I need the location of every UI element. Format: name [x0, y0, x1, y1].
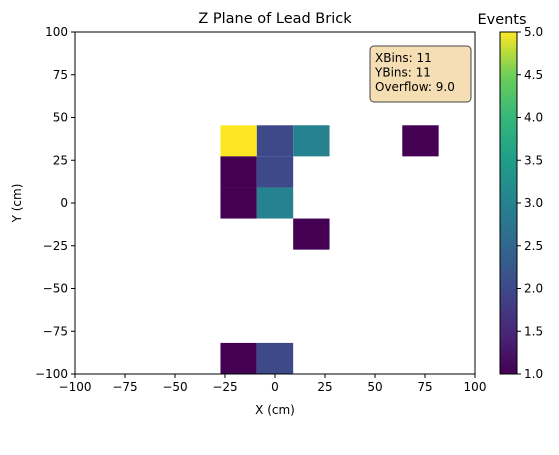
x-tick-label: −75 — [112, 380, 137, 394]
y-tick-label: −25 — [43, 239, 68, 253]
colorbar-tick-label: 3.5 — [524, 153, 543, 167]
y-tick-label: 25 — [53, 153, 68, 167]
y-axis-ticks: −100 −75 −50 −25 0 25 50 75 100 — [35, 25, 75, 381]
x-axis-label: X (cm) — [255, 403, 295, 417]
stats-box-line: YBins: 11 — [374, 66, 431, 80]
heatmap-cell — [220, 125, 257, 157]
y-tick-label: 75 — [53, 68, 68, 82]
heatmap-cell — [220, 156, 257, 188]
colorbar-tick-label: 2.5 — [524, 239, 543, 253]
colorbar-tick-label: 4.0 — [524, 111, 543, 125]
heatmap-cell — [256, 342, 294, 374]
stats-box-line: XBins: 11 — [375, 51, 432, 65]
colorbar-tick-label: 5.0 — [524, 25, 543, 39]
heatmap-cells — [220, 125, 439, 374]
x-tick-label: 25 — [317, 380, 332, 394]
stats-box-background — [369, 45, 472, 103]
heatmap-cell — [256, 187, 294, 219]
colorbar-tick-label: 1.0 — [524, 367, 543, 381]
chart-title: Z Plane of Lead Brick — [198, 11, 352, 27]
stats-box-line: Overflow: 9.0 — [375, 80, 455, 94]
x-tick-label: −25 — [212, 380, 237, 394]
heatmap-cell — [256, 156, 294, 188]
heatmap-cell — [220, 187, 257, 219]
colorbar-tick-label: 3.0 — [524, 196, 543, 210]
heatmap-cell — [293, 125, 330, 157]
colorbar-tick-label: 4.5 — [524, 68, 543, 82]
y-tick-label: −50 — [43, 282, 68, 296]
x-axis-ticks: −100 −75 −50 −25 0 25 50 75 100 — [59, 374, 487, 394]
heatmap-cell — [402, 125, 439, 157]
y-tick-label: −75 — [43, 324, 68, 338]
heatmap-cell — [220, 342, 257, 374]
y-tick-label: 100 — [45, 25, 68, 39]
heatmap-cell — [256, 125, 294, 157]
y-tick-label: 50 — [53, 111, 68, 125]
x-tick-label: 0 — [271, 380, 279, 394]
colorbar-ticks: 1.0 1.5 2.0 2.5 3.0 3.5 4.0 4.5 5.0 — [517, 25, 543, 381]
y-tick-label: −100 — [35, 367, 68, 381]
colorbar-tick-label: 1.5 — [524, 324, 543, 338]
x-tick-label: 100 — [464, 380, 487, 394]
x-tick-label: 50 — [367, 380, 382, 394]
x-tick-label: −50 — [162, 380, 187, 394]
heatmap-cell — [293, 218, 330, 250]
colorbar — [499, 31, 518, 375]
x-tick-label: −100 — [59, 380, 92, 394]
colorbar-label: Events — [477, 12, 526, 28]
colorbar-tick-label: 2.0 — [524, 282, 543, 296]
x-tick-label: 75 — [417, 380, 432, 394]
y-axis-label: Y (cm) — [10, 184, 24, 224]
y-tick-label: 0 — [60, 196, 68, 210]
